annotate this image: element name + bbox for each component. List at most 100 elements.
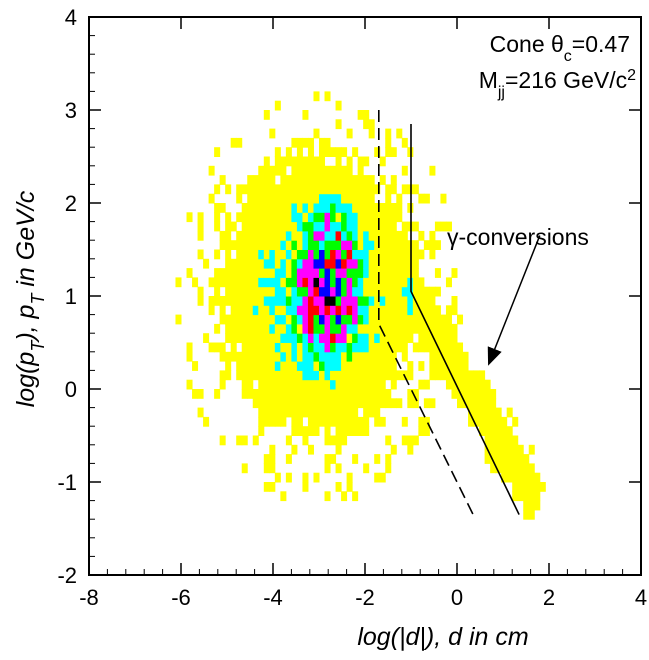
heatmap-cell	[418, 286, 425, 297]
heatmap-cell	[274, 370, 281, 381]
heatmap-cell	[418, 277, 425, 288]
heatmap-cell	[357, 277, 364, 288]
heatmap-cell	[495, 416, 502, 427]
heatmap-cell	[302, 110, 309, 120]
heatmap-cell	[445, 323, 452, 334]
heatmap-cell	[330, 351, 337, 362]
heatmap-cell	[263, 361, 270, 371]
heatmap-cell	[401, 333, 408, 343]
heatmap-cell	[341, 240, 348, 250]
heatmap-cell	[236, 314, 243, 325]
heatmap-cell	[429, 361, 436, 371]
heatmap-cell	[269, 165, 276, 176]
heatmap-cell	[258, 249, 265, 260]
heatmap-cell	[445, 221, 452, 232]
heatmap-cell	[390, 203, 397, 213]
heatmap-cell	[412, 277, 419, 288]
heatmap-cell	[429, 342, 436, 353]
heatmap-cell	[280, 314, 287, 325]
heatmap-cell	[280, 277, 287, 288]
heatmap-cell	[385, 221, 392, 232]
heatmap-cell	[363, 333, 370, 343]
heatmap-cell	[396, 230, 403, 241]
heatmap-cell	[357, 361, 364, 371]
heatmap-cell	[307, 351, 314, 362]
heatmap-cell	[236, 184, 243, 195]
heatmap-cell	[258, 305, 265, 316]
heatmap-cell	[440, 370, 447, 381]
heatmap-cell	[330, 286, 337, 297]
heatmap-cell	[330, 379, 337, 390]
heatmap-cell	[412, 305, 419, 316]
heatmap-cell	[241, 286, 248, 297]
heatmap-cell	[341, 398, 348, 409]
heatmap-cell	[374, 230, 381, 241]
heatmap-cell	[352, 426, 359, 436]
heatmap-cell	[445, 370, 452, 381]
heatmap-cell	[330, 249, 337, 260]
heatmap-cell	[357, 296, 364, 306]
heatmap-cell	[274, 277, 281, 288]
heatmap-cell	[307, 407, 314, 418]
heatmap-cell	[429, 249, 436, 260]
y-axis-label: log(pT), pT in GeV/c	[12, 190, 48, 407]
heatmap-cell	[379, 314, 386, 325]
heatmap-cell	[263, 454, 270, 464]
heatmap-cell	[319, 184, 326, 195]
heatmap-cell	[296, 258, 303, 269]
heatmap-cell	[324, 305, 331, 316]
heatmap-cell	[429, 370, 436, 381]
heatmap-cell	[357, 175, 364, 185]
heatmap-cell	[352, 416, 359, 427]
heatmap-cell	[219, 351, 226, 362]
heatmap-cell	[490, 407, 497, 418]
y-tick-label: 4	[65, 5, 77, 30]
heatmap-cell	[352, 258, 359, 269]
heatmap-cell	[313, 323, 320, 334]
heatmap-cell	[225, 268, 232, 278]
heatmap-cell	[506, 407, 513, 418]
heatmap-cell	[357, 268, 364, 278]
heatmap-cell	[291, 342, 298, 353]
heatmap-cell	[296, 296, 303, 306]
heatmap-cell	[374, 323, 381, 334]
heatmap-cell	[263, 379, 270, 390]
heatmap-cell	[319, 333, 326, 343]
conversions-arrow	[487, 235, 541, 366]
heatmap-cell	[346, 323, 353, 334]
heatmap-cell	[335, 323, 342, 334]
heatmap-cell	[385, 184, 392, 195]
heatmap-cell	[263, 323, 270, 334]
heatmap-cell	[263, 398, 270, 409]
heatmap-cell	[534, 472, 541, 483]
heatmap-cell	[335, 212, 342, 223]
heatmap-cell	[258, 379, 265, 390]
heatmap-cell	[280, 323, 287, 334]
heatmap-cell	[401, 323, 408, 334]
heatmap-cell	[280, 398, 287, 409]
heatmap-cell	[219, 305, 226, 316]
heatmap-cell	[285, 147, 292, 157]
heatmap-cell	[352, 286, 359, 297]
heatmap-cell	[285, 454, 292, 464]
heatmap-cell	[379, 472, 386, 483]
heatmap-cell	[269, 333, 276, 343]
heatmap-cell	[390, 296, 397, 306]
heatmap-cell	[307, 156, 314, 167]
heatmap-cell	[335, 426, 342, 436]
heatmap-cell	[307, 314, 314, 325]
heatmap-cell	[324, 212, 331, 223]
heatmap-cell	[506, 463, 513, 474]
heatmap-cell	[396, 240, 403, 250]
mass-label: Mjj=216 GeV/c2	[479, 67, 636, 101]
heatmap-cell	[302, 482, 309, 492]
heatmap-cell	[296, 426, 303, 436]
heatmap-cell	[236, 323, 243, 334]
heatmap-cell	[385, 137, 392, 148]
heatmap-cell	[291, 407, 298, 418]
heatmap-cell	[363, 212, 370, 223]
heatmap-cell	[390, 230, 397, 241]
heatmap-cell	[285, 156, 292, 167]
heatmap-cell	[263, 212, 270, 223]
